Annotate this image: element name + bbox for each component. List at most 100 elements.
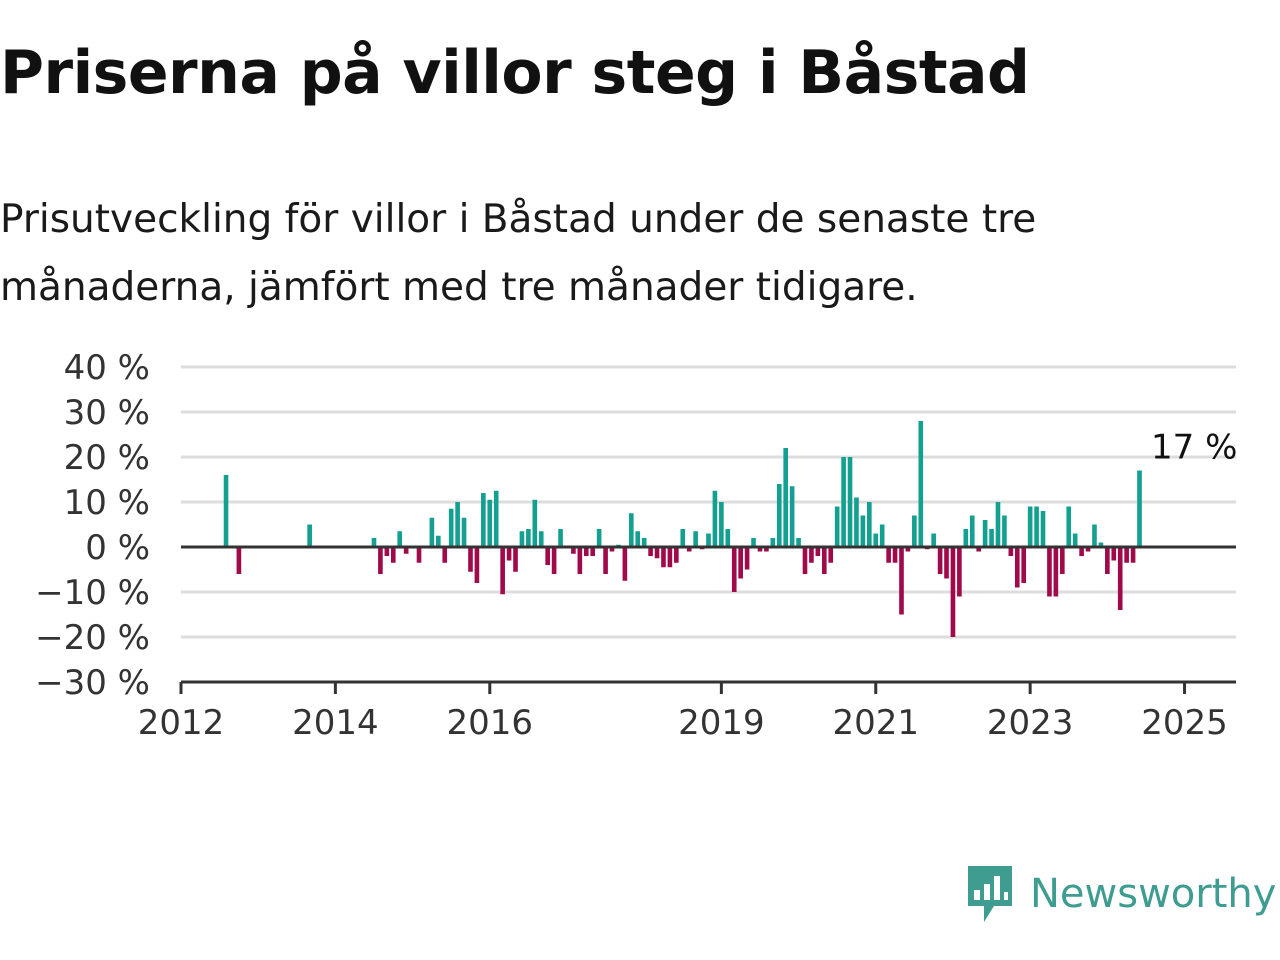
bar [481, 493, 486, 547]
bar [384, 547, 390, 556]
bar [236, 547, 242, 574]
bar [969, 515, 975, 547]
bar [661, 547, 666, 568]
bar [487, 499, 493, 547]
bar [526, 529, 531, 547]
bar [957, 547, 962, 597]
newsworthy-logo: Newsworthy [964, 862, 1276, 926]
bar [1105, 547, 1110, 574]
bar [532, 499, 538, 547]
bar [307, 524, 312, 547]
bar [1040, 511, 1046, 547]
bar-chart: −30 %−20 %−10 %0 %10 %20 %30 %40 % 2012 2… [35, 348, 1237, 740]
bar [706, 533, 711, 547]
bar [686, 547, 692, 552]
y-tick-label: 20 % [64, 438, 150, 478]
bar [828, 547, 834, 563]
bar [1098, 542, 1104, 547]
bar [1137, 470, 1142, 547]
bar [635, 531, 641, 547]
bar [860, 515, 866, 547]
bar [802, 547, 808, 574]
bar [950, 547, 956, 637]
bar [854, 497, 859, 547]
bar [371, 538, 377, 547]
bar [474, 547, 480, 583]
bar [776, 484, 782, 547]
bar [757, 547, 763, 552]
grid-lines [181, 365, 1236, 639]
y-tick-label: −20 % [35, 618, 150, 658]
bar [1053, 547, 1059, 597]
bar [1060, 547, 1065, 574]
brand-name: Newsworthy [1030, 871, 1277, 917]
bar [693, 531, 698, 547]
bar [719, 502, 724, 547]
bar [905, 547, 911, 552]
x-axis: 2012 2014 2016 2019 2021 2023 2025 [138, 545, 1236, 740]
bar [989, 529, 994, 547]
bar [751, 538, 756, 547]
bar [1117, 547, 1123, 610]
bar [1124, 547, 1129, 563]
bar [455, 502, 460, 547]
chart-title: Priserna på villor steg i Båstad [0, 38, 1030, 108]
x-tick-label: 2016 [447, 703, 534, 740]
bar [886, 547, 891, 563]
bar [596, 529, 602, 547]
bar [1034, 506, 1039, 547]
bar [674, 547, 679, 563]
bar [500, 547, 505, 595]
bar [513, 547, 518, 572]
bar [937, 547, 943, 574]
bar [879, 524, 885, 547]
bar [770, 538, 776, 547]
annotations: 17 % [1151, 428, 1237, 468]
bar [403, 547, 409, 554]
bar [506, 547, 512, 561]
bar [390, 547, 396, 563]
bar [1130, 547, 1136, 563]
bar [982, 520, 988, 547]
bar [436, 535, 441, 547]
bar [809, 547, 814, 563]
x-tick-label: 2019 [678, 703, 765, 740]
bar [442, 547, 448, 563]
y-tick-label: 30 % [64, 393, 150, 433]
bar [519, 531, 525, 547]
bars [223, 421, 1142, 637]
bar [841, 457, 846, 547]
bar [712, 490, 718, 547]
bar [1008, 547, 1014, 556]
bar [847, 457, 853, 547]
bar [764, 547, 769, 552]
bar [493, 490, 499, 547]
x-tick-label: 2023 [987, 703, 1074, 740]
bar [931, 533, 936, 547]
newsworthy-icon [968, 866, 1012, 922]
x-tick-label: 2025 [1141, 703, 1228, 740]
bar [1027, 506, 1033, 547]
x-tick-label: 2012 [138, 703, 225, 740]
bar [796, 538, 801, 547]
bar [628, 513, 634, 547]
bar [648, 547, 653, 556]
bar [821, 547, 827, 574]
bar [558, 529, 563, 547]
bar [789, 486, 795, 547]
bar [918, 421, 924, 547]
bar [397, 531, 403, 547]
bar [461, 517, 467, 547]
bar [744, 547, 750, 570]
bar [538, 531, 544, 547]
bar [892, 547, 898, 563]
bar [551, 547, 557, 574]
bar [1002, 515, 1007, 547]
bar [583, 547, 589, 556]
bar [1021, 547, 1027, 583]
bar [1072, 533, 1078, 547]
bar [622, 547, 628, 581]
bar [963, 529, 969, 547]
bar [680, 529, 686, 547]
bar [378, 547, 383, 574]
